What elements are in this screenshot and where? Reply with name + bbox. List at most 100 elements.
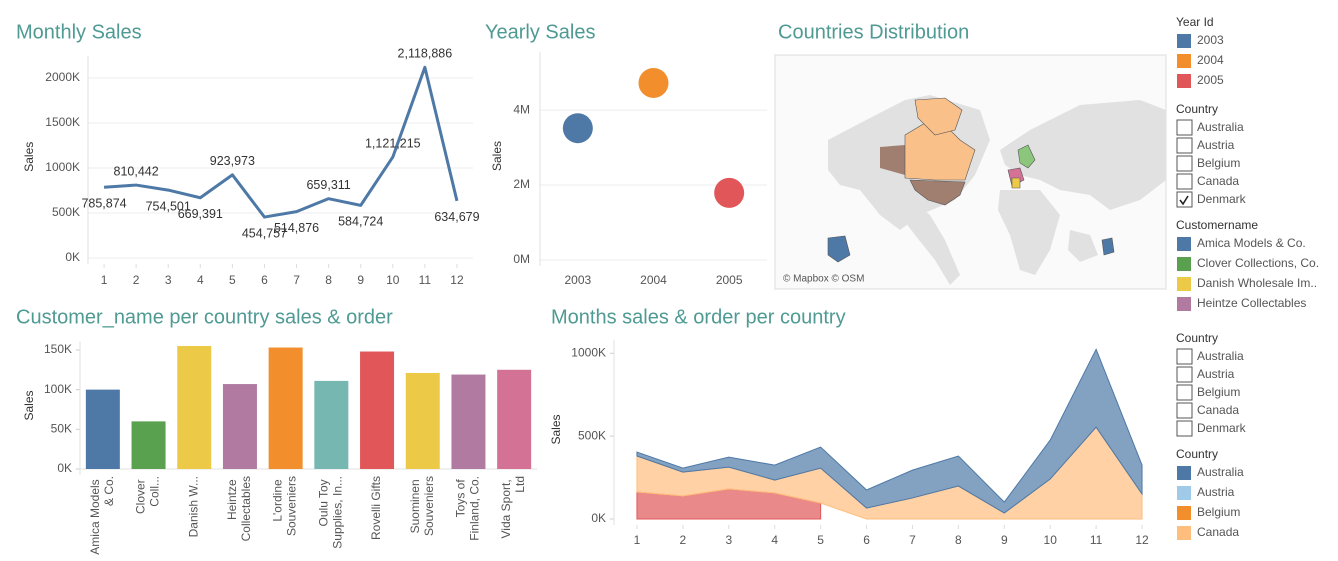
country-shape — [880, 145, 905, 175]
x-tick-label: 7 — [909, 533, 916, 547]
x-tick-label: 6 — [863, 533, 870, 547]
data-label: 785,874 — [81, 197, 126, 211]
x-tick-label: 2003 — [564, 273, 591, 287]
y-tick-label: 1500K — [45, 115, 80, 129]
checkbox[interactable] — [1176, 191, 1193, 208]
country-shape — [1011, 177, 1021, 189]
filter-item[interactable]: Belgium — [1197, 385, 1240, 399]
checkbox[interactable] — [1176, 366, 1193, 383]
chart-title: Months sales & order per country — [551, 306, 846, 328]
filter-item[interactable]: Belgium — [1197, 505, 1240, 519]
bar — [85, 389, 120, 469]
checkbox[interactable] — [1176, 137, 1193, 154]
check-mark — [1179, 195, 1189, 206]
x-tick-label: Danish W... — [186, 476, 200, 537]
x-tick-label: 12 — [450, 273, 464, 287]
data-label: 454,757 — [242, 226, 287, 240]
bar — [177, 345, 212, 469]
filter-item[interactable]: Danish Wholesale Im.. — [1197, 276, 1317, 290]
data-label: 754,501 — [146, 199, 191, 213]
country-shape — [1017, 144, 1036, 169]
filter-item[interactable]: 2005 — [1197, 73, 1224, 87]
legend-swatch — [1177, 34, 1191, 48]
filter-item[interactable]: Canada — [1197, 174, 1239, 188]
checkbox[interactable] — [1176, 348, 1193, 365]
filter-item[interactable]: 2004 — [1197, 53, 1224, 67]
filter-item[interactable]: Clover Collections, Co. — [1197, 256, 1319, 270]
y-tick-label: 0M — [513, 252, 530, 266]
x-tick-label: 2004 — [640, 273, 667, 287]
x-tick-label: Clover Coll... — [134, 476, 162, 514]
chart-title: Monthly Sales — [16, 21, 142, 43]
filter-item[interactable]: Australia — [1197, 120, 1244, 134]
data-label: 669,391 — [178, 207, 223, 221]
filter-item[interactable]: Denmark — [1197, 192, 1247, 206]
legend-swatch — [1177, 297, 1191, 311]
x-tick-label: 9 — [357, 273, 364, 287]
checkbox[interactable] — [1176, 119, 1193, 136]
filter-item[interactable]: 2003 — [1197, 33, 1224, 47]
bar — [268, 347, 303, 469]
data-label: 514,876 — [274, 221, 319, 235]
country-shape — [827, 235, 851, 263]
data-label: 810,442 — [114, 164, 159, 178]
legend-swatch — [1177, 277, 1191, 291]
line-series — [103, 65, 459, 219]
legend-swatch — [1177, 526, 1191, 540]
filter-item[interactable]: Australia — [1197, 465, 1244, 479]
bar — [405, 372, 440, 469]
x-tick-label: 10 — [1044, 533, 1058, 547]
x-tick-label: Suominen Souveniers — [408, 476, 436, 536]
x-tick-label: 10 — [386, 273, 400, 287]
filter-item[interactable]: Austria — [1197, 367, 1235, 381]
land — [1000, 100, 1166, 210]
x-tick-label: 9 — [1001, 533, 1008, 547]
filter-item[interactable]: Austria — [1197, 485, 1235, 499]
y-tick-label: 2M — [513, 177, 530, 191]
x-tick-label: 1 — [101, 273, 108, 287]
x-tick-label: 7 — [293, 273, 300, 287]
axis-label: Sales — [22, 390, 36, 420]
y-tick-label: 0K — [65, 250, 80, 264]
x-tick-label: 3 — [725, 533, 732, 547]
filter-item[interactable]: Belgium — [1197, 156, 1240, 170]
data-label: 659,311 — [306, 178, 350, 192]
country-shape — [914, 97, 963, 136]
map-frame — [774, 54, 1167, 290]
filter-item[interactable]: Australia — [1197, 349, 1244, 363]
checkbox[interactable] — [1176, 402, 1193, 419]
country-shape — [909, 179, 966, 206]
filter-item[interactable]: Heintze Collectables — [1197, 296, 1306, 310]
x-tick-label: 3 — [165, 273, 172, 287]
legend-swatch — [1177, 466, 1191, 480]
chart-title: Yearly Sales — [485, 21, 595, 43]
checkbox[interactable] — [1176, 155, 1193, 172]
filter-item[interactable]: Austria — [1197, 138, 1235, 152]
x-tick-label: 5 — [817, 533, 824, 547]
y-tick-label: 500K — [52, 205, 80, 219]
checkbox[interactable] — [1176, 384, 1193, 401]
checkbox[interactable] — [1176, 420, 1193, 437]
checkbox[interactable] — [1176, 173, 1193, 190]
bar — [451, 374, 486, 469]
bar — [314, 380, 349, 469]
filter-item[interactable]: Canada — [1197, 403, 1239, 417]
bar — [497, 369, 532, 469]
x-tick-label: 6 — [261, 273, 268, 287]
y-tick-label: 0K — [57, 461, 72, 475]
area-series — [636, 348, 1143, 514]
filter-item[interactable]: Amica Models & Co. — [1197, 236, 1306, 250]
chart-title: Customer_name per country sales & order — [16, 306, 393, 328]
axis-label: Sales — [490, 141, 504, 171]
filter-item[interactable]: Canada — [1197, 525, 1239, 539]
land — [900, 195, 960, 285]
x-tick-label: 1 — [634, 533, 641, 547]
country-shape — [1101, 237, 1115, 256]
x-tick-label: 5 — [229, 273, 236, 287]
x-tick-label: Vida Sport, Ltd — [499, 476, 527, 538]
x-tick-label: 4 — [197, 273, 204, 287]
y-tick-label: 150K — [44, 342, 72, 356]
x-tick-label: 8 — [955, 533, 962, 547]
filter-item[interactable]: Denmark — [1197, 421, 1247, 435]
